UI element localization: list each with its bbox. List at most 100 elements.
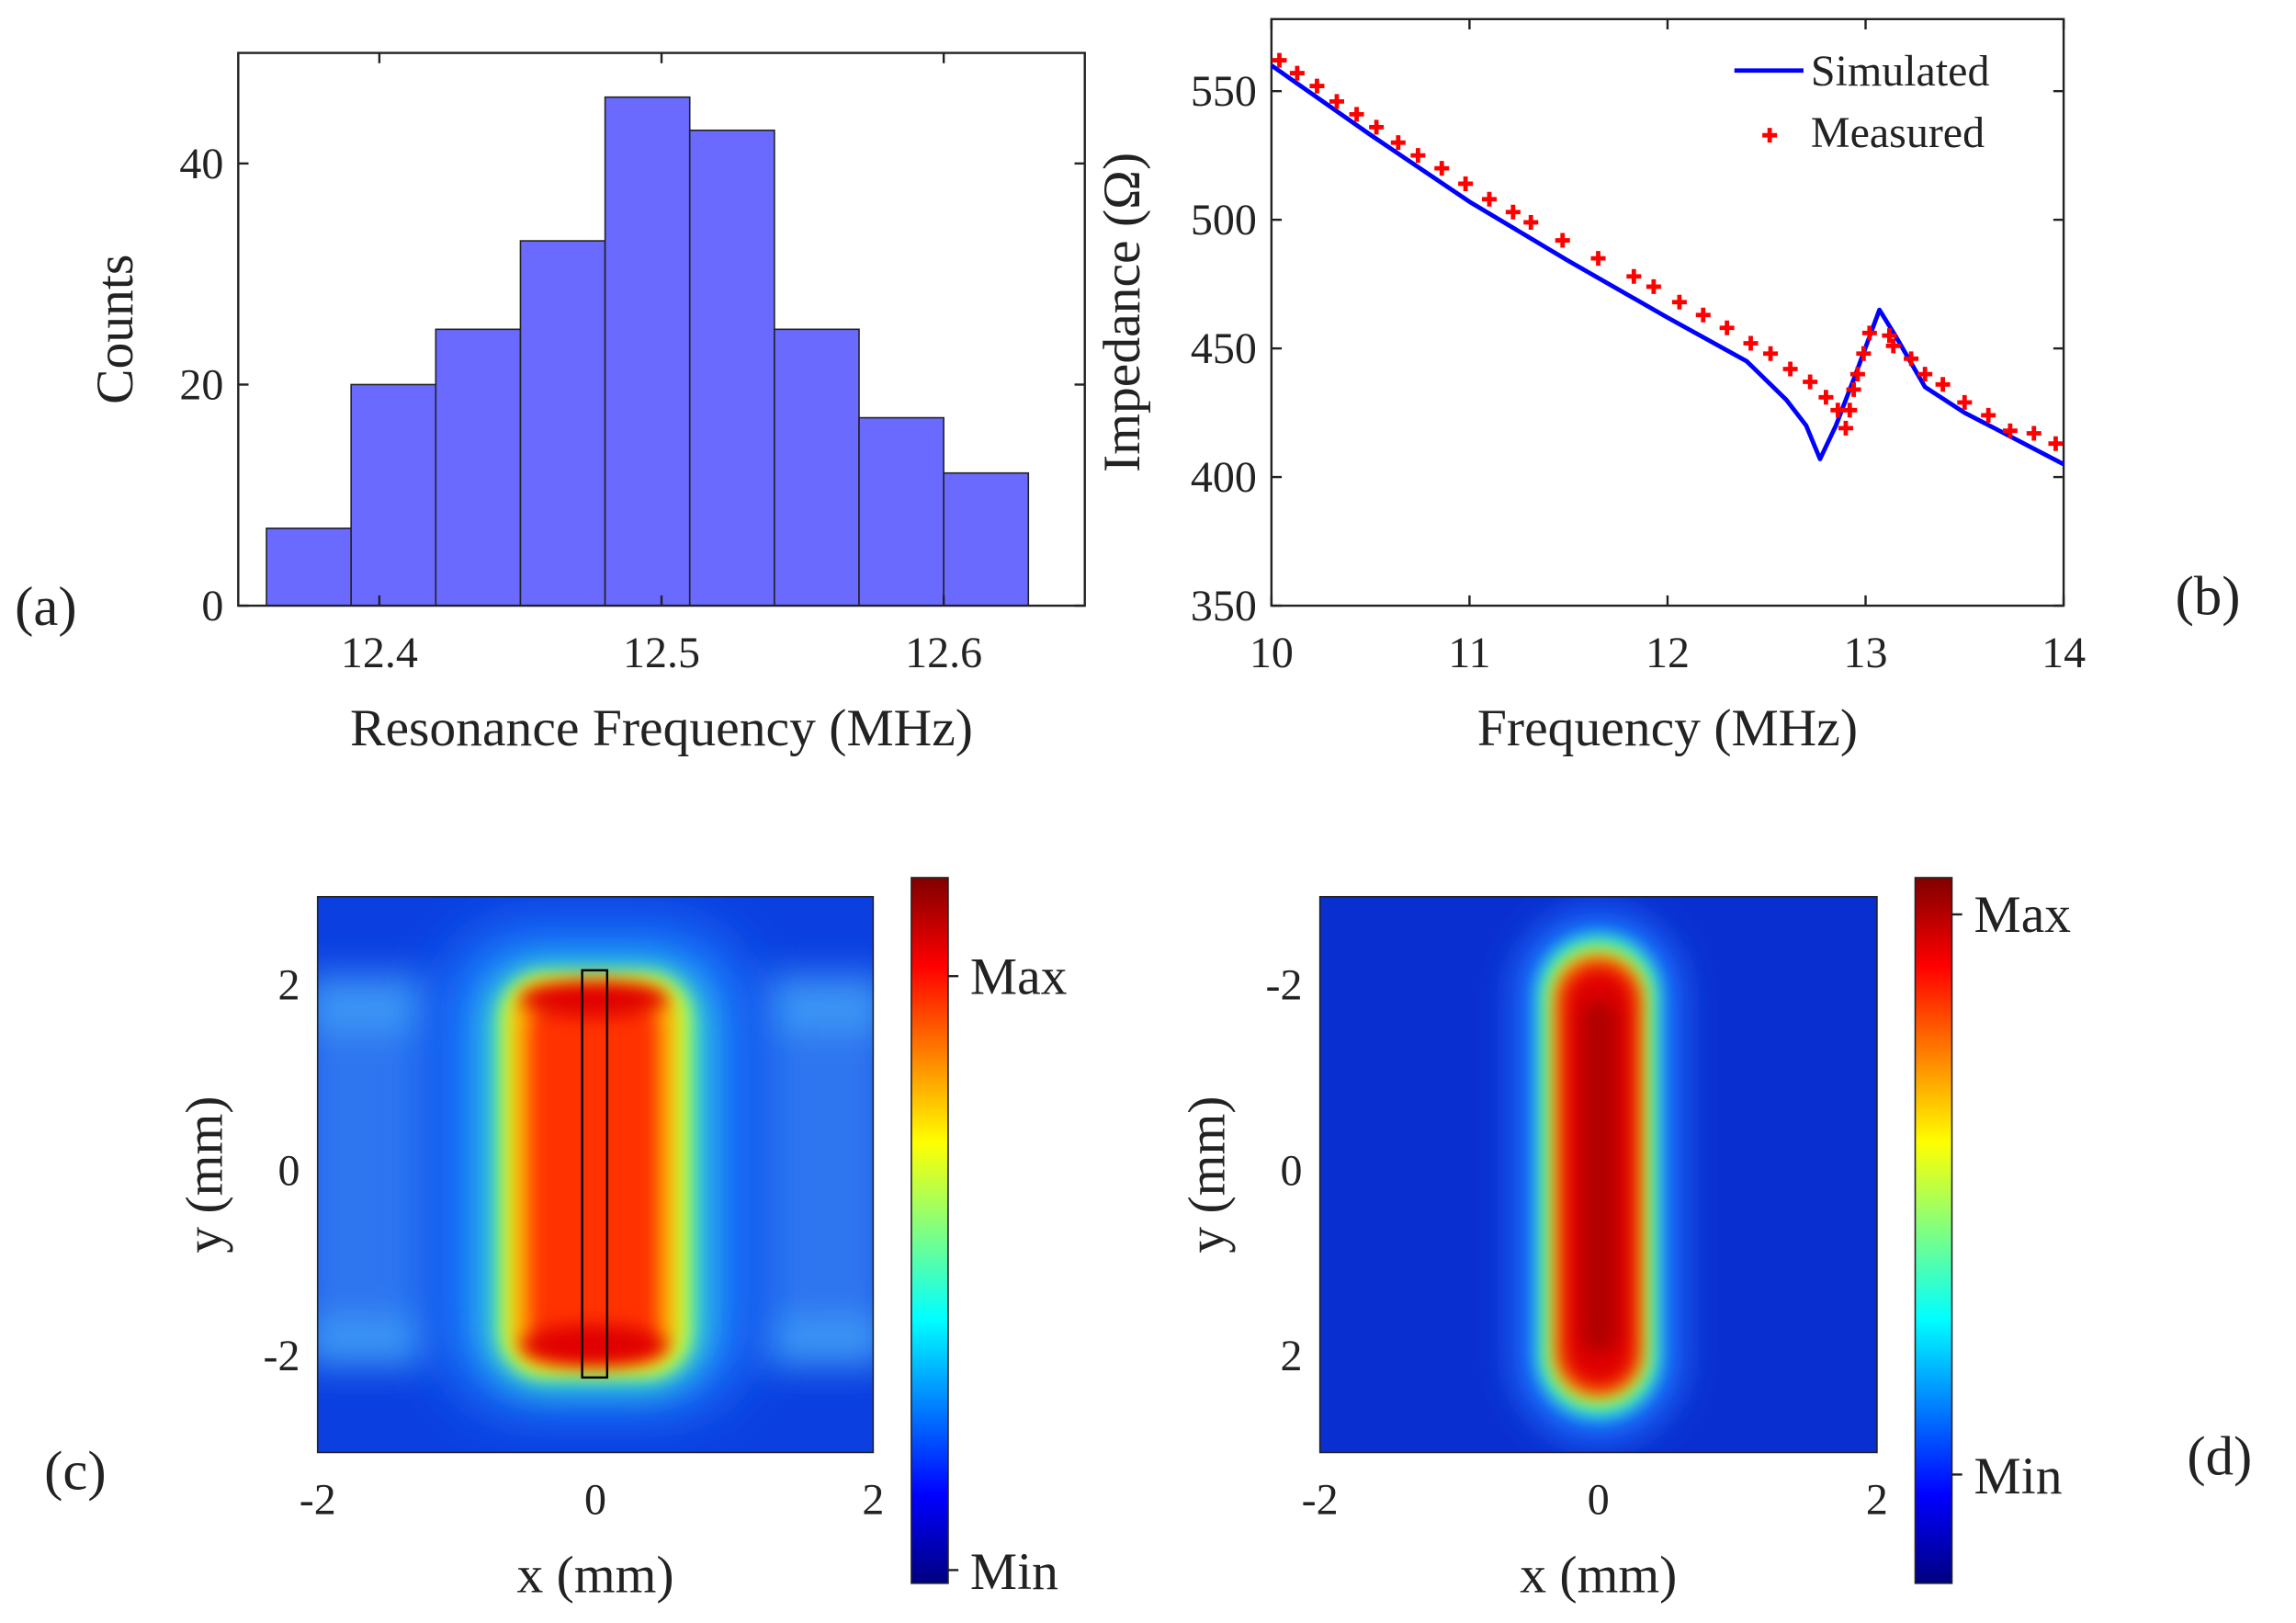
measured-point [1349,107,1364,122]
x-tick-label: 13 [1844,629,1888,677]
x-tick-label: 12.4 [341,629,418,677]
x-tick-label: 14 [2042,629,2086,677]
colorbar-c-max-label: Max [970,948,1068,1005]
measured-point [1523,214,1539,230]
measured-point [1782,361,1798,377]
measured-point [1555,233,1570,248]
measured-point [1390,135,1406,151]
y-tick-label: 450 [1191,324,1257,373]
measured-point [1917,367,1933,382]
histogram-bar [350,383,437,607]
x-axis-label: Resonance Frequency (MHz) [350,699,973,757]
y-tick-label: 400 [1191,453,1257,502]
y-tick-label: 350 [1191,582,1257,630]
colorbar-d [1914,877,1953,1584]
histogram-bar [688,129,775,607]
x-tick-label: 2 [862,1476,884,1525]
legend-measured-swatch [1762,128,1778,143]
measured-point [1846,381,1861,397]
measured-point [1458,176,1474,191]
x-axis-label: x (mm) [516,1546,673,1604]
measured-point [1695,307,1711,323]
histogram-bar [774,328,860,607]
measured-point [1763,346,1779,361]
panel-label-c: (c) [44,1440,106,1502]
measured-point [1289,65,1305,81]
x-axis-label: x (mm) [1520,1546,1677,1604]
measured-point [1856,346,1872,361]
measured-point [1505,204,1521,220]
measured-point [1309,78,1325,94]
histogram-bar [266,528,352,607]
measured-point [1590,251,1606,267]
y-tick-label: 550 [1191,67,1257,116]
x-tick-label: -2 [300,1476,336,1525]
impedance-panel-b: 10 11 12 13 14 350 400 450 500 550 Frequency (MHz)… [1093,17,2086,757]
heatmap-d [1319,896,1877,1453]
heatmap-c-hotspot [441,925,750,1412]
y-tick-label: 2 [278,961,300,1010]
x-tick-label: 12 [1646,629,1690,677]
x-tick-label: 12.6 [905,629,982,677]
heatmap-d-axes: -2 0 2 -2 0 2 x (mm) y (mm) [1179,895,1888,1604]
panel-label-b: (b) [2176,566,2241,628]
y-axis-label: Counts [86,255,144,404]
measured-point [1743,335,1759,351]
measured-point [1882,328,1897,344]
heatmap-c-side-bands [317,970,874,1368]
heatmap-d-hotspot [1513,911,1683,1441]
panel-label-d: (d) [2187,1425,2252,1487]
measured-point [1410,148,1426,164]
measured-point [1803,374,1818,390]
measured-point [1646,278,1661,294]
measured-point [1818,390,1834,405]
y-tick-label: 2 [1280,1332,1302,1380]
x-tick-label: 0 [584,1476,606,1525]
measured-point [1329,94,1345,109]
measured-point [1957,394,1973,410]
legend-measured-label: Measured [1811,108,1985,157]
heatmap-c-axes: -2 0 2 2 0 -2 x (mm) y (mm) [176,895,884,1604]
y-tick-label: -2 [1265,961,1302,1010]
measured-point [1904,351,1919,367]
y-tick-label: 0 [1280,1146,1302,1195]
measured-point [1626,268,1642,284]
colorbar-c-min-label: Min [970,1543,1058,1601]
y-tick-label: 20 [179,360,223,409]
colorbar-c [910,877,949,1584]
panel-label-a: (a) [15,576,76,638]
measured-point [1885,338,1901,354]
measured-point [1861,325,1877,341]
y-tick-label: 40 [179,140,223,188]
measured-point [2048,436,2064,451]
measured-point [1981,407,1996,423]
measured-point [1671,294,1687,310]
y-axis-label: y (mm) [1179,1096,1237,1254]
measured-point [2002,423,2018,438]
measured-point [1935,377,1951,392]
y-tick-label: 0 [201,582,223,630]
axes-frame [1270,17,2065,607]
legend-simulated-label: Simulated [1811,47,1990,96]
heatmap-c [317,896,874,1453]
x-tick-label: 2 [1866,1476,1888,1525]
x-tick-label: 11 [1448,629,1490,677]
measured-point [1434,161,1450,176]
measured-point [2026,426,2042,441]
axes-frame [316,895,875,1454]
axes-frame [1318,895,1878,1454]
y-tick-label: -2 [264,1332,300,1380]
x-tick-label: 10 [1250,629,1294,677]
x-tick-label: 12.5 [623,629,700,677]
y-axis-label: y (mm) [176,1096,234,1254]
x-tick-label: -2 [1302,1476,1339,1525]
histogram-bar [943,471,1030,607]
histogram-bar [435,328,522,607]
x-axis-label: Frequency (MHz) [1477,699,1858,757]
measured-point [1272,52,1287,68]
measured-point [1849,367,1865,382]
measured-point [1481,191,1497,207]
measured-point [1369,119,1385,135]
measured-point [1842,403,1858,418]
